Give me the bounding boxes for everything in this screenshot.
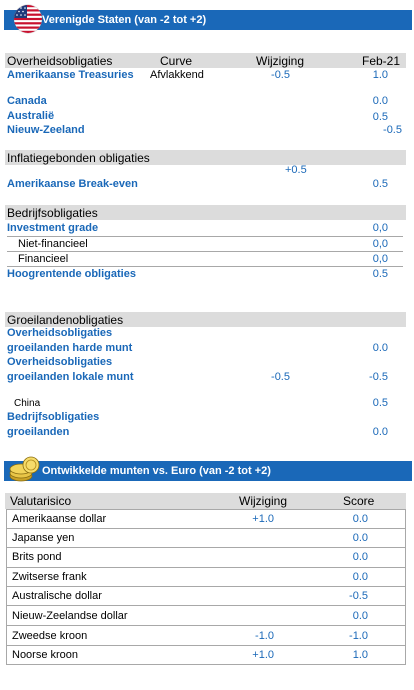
fx-row-score: 0.0 [352, 571, 368, 583]
australia-label: Australië [7, 110, 55, 122]
non-financial-score: 0,0 [372, 238, 388, 250]
canada-score: 0.0 [372, 95, 388, 107]
inflation-header-bar [5, 150, 406, 165]
fx-row-change: -1.0 [255, 630, 274, 642]
curve-header: Curve [160, 54, 193, 68]
fx-row-label: Japanse yen [12, 532, 75, 544]
corporate-header-bar [5, 205, 406, 220]
fx-row-divider [6, 547, 406, 548]
em-hard-label-line2: groeilanden harde munt [7, 342, 133, 354]
fx-section-header: Ontwikkelde munten vs. Euro (van -2 tot … [4, 456, 412, 482]
em-corp-label-line1: Bedrijfsobligaties [7, 411, 100, 423]
em-local-label-line1: Overheidsobligaties [7, 356, 113, 368]
em-local-change: -0.5 [271, 371, 290, 383]
row-divider [7, 266, 403, 267]
fx-risk-header: Valutarisico [10, 494, 72, 508]
fx-row-divider [6, 625, 406, 626]
em-hard-label-line1: Overheidsobligaties [7, 327, 113, 339]
fx-row-score: 0.0 [352, 532, 368, 544]
em-hard-score: 0.0 [372, 342, 388, 354]
us-treasuries-change: -0.5 [271, 69, 290, 81]
new-zealand-score: -0.5 [383, 124, 402, 136]
fx-row-score: 1.0 [352, 649, 368, 661]
canada-label: Canada [7, 95, 47, 107]
fx-row-label: Brits pond [12, 551, 62, 563]
change-header: Wijziging [256, 54, 305, 68]
breakeven-label: Amerikaanse Break-even [7, 178, 138, 190]
breakeven-score: 0.5 [372, 178, 388, 190]
row-divider [7, 251, 403, 252]
corporate-header: Bedrijfsobligaties [7, 206, 98, 220]
fx-table-left-border [6, 509, 7, 665]
fx-table-header-bar [5, 493, 406, 509]
em-local-score: -0.5 [369, 371, 388, 383]
fx-row-change: +1.0 [252, 649, 274, 661]
new-zealand-label: Nieuw-Zeeland [7, 124, 85, 136]
fx-row-divider [6, 567, 406, 568]
us-treasuries-label: Amerikaanse Treasuries [7, 69, 134, 81]
fx-row-label: Nieuw-Zeelandse dollar [12, 610, 128, 622]
govt-bonds-header-bar [5, 53, 406, 68]
investment-grade-score: 0,0 [372, 222, 388, 234]
em-local-label-line2: groeilanden lokale munt [7, 371, 134, 383]
us-treasuries-score: 1.0 [372, 69, 388, 81]
fx-row-label: Noorse kroon [12, 649, 79, 661]
us-treasuries-curve: Afvlakkend [150, 69, 204, 81]
fx-row-score: -0.5 [349, 590, 368, 602]
financial-label: Financieel [18, 253, 69, 265]
date-header: Feb-21 [362, 54, 401, 68]
fx-row-label: Amerikaanse dollar [12, 513, 107, 525]
fx-row-score: 0.0 [352, 551, 368, 563]
investment-grade-label: Investment grade [7, 222, 99, 234]
fx-row-change: +1.0 [252, 513, 274, 525]
financial-score: 0,0 [372, 253, 388, 265]
emerging-header-bar [5, 312, 406, 327]
fx-row-label: Zwitserse frank [12, 571, 87, 583]
em-corp-label-line2: groeilanden [7, 426, 70, 438]
fx-row-label: Australische dollar [12, 590, 102, 602]
fx-row-label: Zweedse kroon [12, 630, 88, 642]
fx-row-divider [6, 528, 406, 529]
emerging-header: Groeilandenobligaties [7, 313, 124, 327]
non-financial-label: Niet-financieel [18, 238, 88, 250]
coins-icon [7, 454, 41, 484]
govt-bonds-header: Overheidsobligaties [7, 54, 113, 68]
fx-row-divider [6, 605, 406, 606]
us-flag-icon [14, 5, 42, 33]
fx-row-divider [6, 664, 406, 665]
em-corp-score: 0.0 [372, 426, 388, 438]
us-section-header: Verenigde Staten (van -2 tot +2) [4, 5, 412, 33]
fx-row-score: 0.0 [352, 513, 368, 525]
fx-table-right-border [405, 509, 406, 665]
fx-section-title: Ontwikkelde munten vs. Euro (van -2 tot … [42, 465, 271, 477]
fx-score-header: Score [343, 494, 375, 508]
fx-row-score: 0.0 [352, 610, 368, 622]
inflation-change: +0.5 [285, 164, 307, 176]
inflation-header: Inflatiegebonden obligaties [7, 151, 150, 165]
fx-change-header: Wijziging [239, 494, 288, 508]
china-score: 0.5 [372, 397, 388, 409]
australia-score: 0.5 [372, 111, 388, 123]
fx-row-divider [6, 645, 406, 646]
fx-row-score: -1.0 [349, 630, 368, 642]
us-section-title: Verenigde Staten (van -2 tot +2) [42, 14, 207, 26]
row-divider [7, 236, 403, 237]
fx-row-divider [6, 586, 406, 587]
china-label: China [14, 398, 41, 409]
high-yield-label: Hoogrentende obligaties [7, 268, 136, 280]
fx-row-divider [6, 509, 406, 510]
high-yield-score: 0.5 [372, 268, 388, 280]
